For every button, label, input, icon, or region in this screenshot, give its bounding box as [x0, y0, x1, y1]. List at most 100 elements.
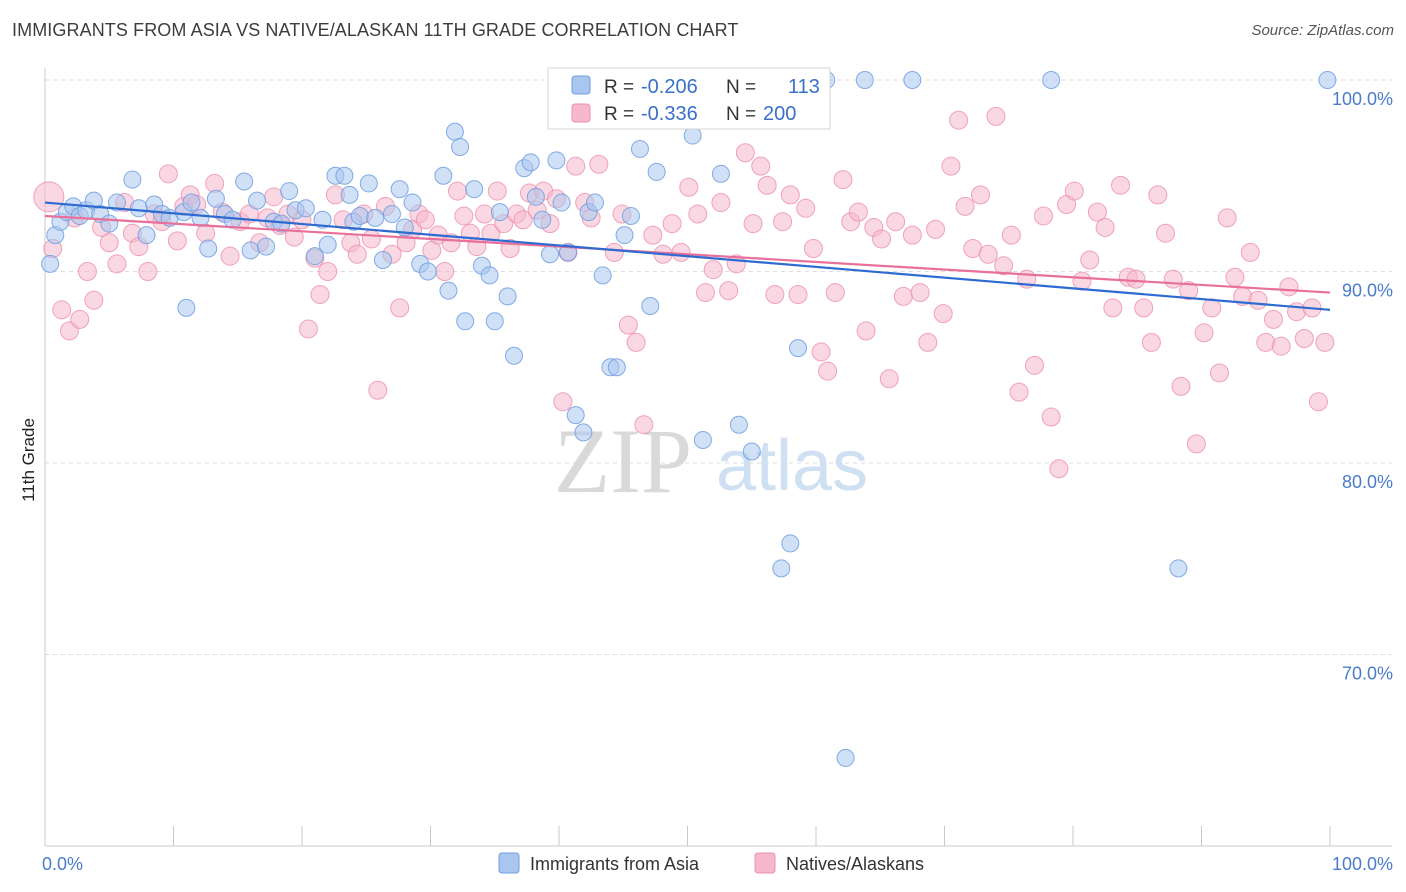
- natives-point: [703, 260, 723, 280]
- asia-point: [206, 189, 225, 208]
- natives-point: [796, 198, 816, 218]
- bottom-legend-swatch-asia: [498, 852, 520, 874]
- natives-point: [1248, 290, 1268, 310]
- natives-point: [454, 206, 474, 226]
- asia-point: [296, 199, 315, 218]
- asia-point: [585, 193, 604, 212]
- natives-point: [99, 233, 119, 253]
- natives-point: [626, 332, 646, 352]
- natives-point: [264, 187, 284, 207]
- natives-point: [825, 283, 845, 303]
- asia-point: [129, 199, 148, 218]
- natives-point: [474, 204, 494, 224]
- natives-point: [1179, 281, 1199, 301]
- asia-point: [621, 206, 640, 225]
- chart-title: IMMIGRANTS FROM ASIA VS NATIVE/ALASKAN 1…: [12, 20, 739, 40]
- natives-point: [513, 210, 533, 230]
- correlation-legend: R = -0.206 N = 113 R = -0.336 N = 200: [547, 67, 831, 130]
- natives-point: [643, 225, 663, 245]
- asia-point: [257, 237, 276, 256]
- asia-point: [1042, 71, 1061, 89]
- legend-r-value-natives: -0.336: [641, 103, 698, 125]
- asia-point: [382, 205, 401, 224]
- asia-point: [100, 214, 119, 233]
- natives-point: [773, 212, 793, 232]
- natives-point: [553, 392, 573, 412]
- natives-point: [949, 110, 969, 130]
- natives-point: [941, 156, 961, 176]
- asia-point: [235, 172, 254, 191]
- natives-point: [1033, 206, 1053, 226]
- asia-point: [547, 151, 566, 170]
- natives-point: [970, 185, 990, 205]
- natives-point: [833, 170, 853, 190]
- y-axis-label: 11th Grade: [19, 418, 38, 502]
- natives-point: [1186, 434, 1206, 454]
- natives-trend-line: [44, 214, 1331, 294]
- natives-point: [1041, 407, 1061, 427]
- asia-point: [729, 415, 748, 434]
- natives-point: [566, 156, 586, 176]
- natives-point: [1209, 363, 1229, 383]
- natives-point: [205, 173, 225, 193]
- asia-point: [359, 174, 378, 193]
- natives-point: [1217, 208, 1237, 228]
- asia-point: [641, 296, 660, 315]
- y-tick-label: 70.0%: [1342, 664, 1393, 684]
- natives-point: [1279, 277, 1299, 297]
- asia-point: [191, 208, 210, 227]
- natives-point: [1315, 332, 1335, 352]
- immigrants-asia-points: [41, 71, 1337, 767]
- asia-point: [418, 262, 437, 281]
- natives-point: [856, 321, 876, 341]
- natives-point: [1072, 271, 1092, 291]
- natives-point: [879, 369, 899, 389]
- natives-point: [77, 262, 97, 281]
- natives-point: [695, 283, 715, 303]
- asia-point: [533, 210, 552, 229]
- natives-point: [926, 219, 946, 239]
- series-legend: Immigrants from Asia Natives/Alaskans: [498, 852, 924, 874]
- natives-point: [604, 242, 624, 262]
- natives-point: [955, 196, 975, 216]
- asia-point: [480, 266, 499, 285]
- asia-point: [630, 139, 649, 158]
- x-tick-labels: 0.0% 100.0%: [42, 854, 1393, 874]
- natives-point: [220, 246, 240, 266]
- natives-point: [298, 319, 318, 339]
- natives-point: [902, 225, 922, 245]
- asia-point: [742, 442, 761, 461]
- watermark-atlas: atlas: [716, 426, 868, 506]
- asia-point: [781, 534, 800, 553]
- natives-point: [1163, 269, 1183, 289]
- asia-point: [439, 281, 458, 300]
- natives-point: [158, 164, 178, 184]
- natives-point: [688, 204, 708, 224]
- natives-point: [751, 156, 771, 176]
- natives-point: [368, 380, 388, 400]
- watermark: ZIP atlas: [554, 410, 868, 512]
- natives-point: [933, 304, 953, 324]
- asia-point: [182, 193, 201, 212]
- asia-point: [574, 423, 593, 442]
- natives-point: [918, 332, 938, 352]
- natives-point: [719, 281, 739, 301]
- asia-point: [390, 180, 409, 199]
- bottom-legend-label-asia: Immigrants from Asia: [530, 854, 700, 874]
- natives-point: [893, 286, 913, 306]
- natives-point: [1263, 309, 1283, 329]
- natives-point: [84, 290, 104, 310]
- natives-point: [1009, 382, 1029, 402]
- natives-point: [818, 361, 838, 381]
- natives-point: [1095, 217, 1115, 237]
- asia-point: [123, 170, 142, 189]
- natives-point: [1225, 267, 1245, 287]
- natives-point: [284, 227, 304, 247]
- bottom-legend-label-natives: Natives/Alaskans: [786, 854, 924, 874]
- asia-point: [566, 406, 585, 425]
- asia-point: [340, 185, 359, 204]
- asia-point: [465, 180, 484, 199]
- natives-point: [618, 315, 638, 335]
- legend-box: [547, 67, 831, 130]
